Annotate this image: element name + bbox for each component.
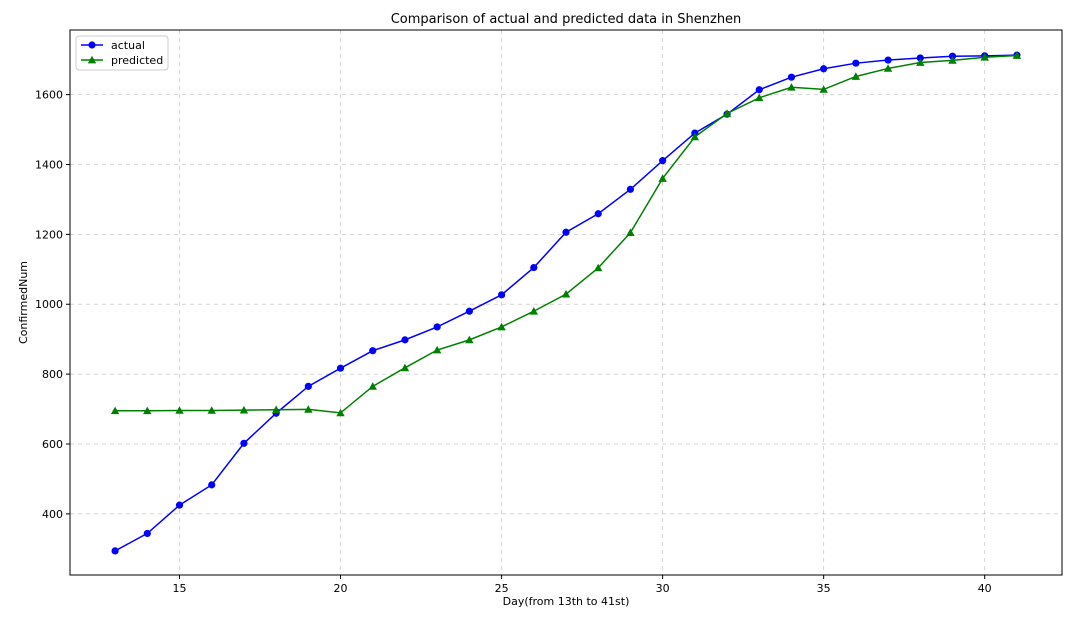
y-tick-label: 1000: [35, 298, 63, 311]
legend-item-predicted: predicted: [81, 54, 163, 67]
data-point-actual: [111, 547, 119, 555]
data-point-predicted: [432, 345, 442, 354]
data-point-actual: [594, 210, 602, 218]
data-point-actual: [401, 336, 409, 344]
data-point-predicted: [336, 408, 345, 417]
data-point-predicted: [207, 406, 216, 414]
data-point-predicted: [658, 174, 667, 182]
x-axis-label: Day(from 13th to 41st): [503, 595, 630, 608]
y-tick-label: 1600: [35, 89, 63, 102]
data-point-actual: [787, 73, 796, 81]
ticks: 15 20 25 30 35 40 400 600 800 1000 1200 1400 1600: [35, 89, 992, 595]
y-tick-label: 800: [42, 368, 63, 381]
y-tick-label: 400: [42, 508, 63, 521]
data-point-predicted: [980, 53, 989, 61]
data-point-predicted: [916, 58, 925, 66]
data-point-predicted: [110, 406, 120, 415]
series-predicted: [110, 51, 1022, 417]
x-tick-label: 40: [978, 582, 992, 595]
data-point-predicted: [819, 85, 828, 93]
data-point-predicted: [143, 406, 152, 415]
data-point-actual: [884, 56, 892, 64]
data-point-predicted: [400, 363, 410, 372]
data-point-predicted: [626, 228, 635, 236]
data-point-predicted: [594, 263, 603, 272]
y-tick-label: 1400: [35, 159, 63, 172]
data-point-actual: [530, 263, 538, 272]
data-point-predicted: [722, 109, 732, 117]
x-tick-label: 30: [656, 582, 670, 595]
data-point-actual: [755, 86, 763, 94]
data-point-actual: [208, 481, 216, 489]
data-point-predicted: [690, 132, 700, 141]
data-point-actual: [143, 529, 151, 538]
data-point-predicted: [529, 307, 538, 315]
data-point-actual: [240, 439, 248, 447]
x-tick-label: 15: [173, 582, 187, 595]
data-point-predicted: [497, 322, 506, 331]
data-point-predicted: [1012, 51, 1022, 59]
data-point-predicted: [175, 406, 184, 414]
data-point-predicted: [755, 93, 764, 102]
y-tick-label: 600: [42, 438, 63, 451]
data-point-predicted: [948, 56, 957, 64]
legend-label: predicted: [111, 54, 163, 67]
data-point-predicted: [368, 382, 377, 390]
data-point-predicted: [851, 72, 861, 80]
series-layer: [110, 51, 1022, 555]
x-tick-label: 20: [334, 582, 348, 595]
y-axis-label: ConfirmedNum: [17, 261, 30, 344]
legend-label: actual: [111, 39, 145, 52]
data-point-actual: [369, 347, 377, 355]
legend-marker: [88, 41, 96, 49]
data-point-actual: [175, 501, 184, 509]
data-point-actual: [304, 382, 312, 390]
x-tick-label: 25: [495, 582, 509, 595]
data-point-actual: [916, 54, 924, 62]
data-point-predicted: [271, 405, 281, 414]
legend-marker: [87, 55, 97, 64]
data-point-actual: [659, 157, 667, 165]
x-tick-label: 35: [817, 582, 831, 595]
data-point-predicted: [465, 335, 474, 344]
data-point-actual: [497, 291, 506, 299]
legend-item-actual: actual: [81, 39, 145, 52]
data-point-actual: [626, 185, 635, 193]
data-point-predicted: [561, 289, 571, 298]
data-point-actual: [852, 59, 860, 67]
data-point-actual: [433, 323, 441, 331]
series-actual: [111, 51, 1021, 555]
data-point-actual: [336, 364, 345, 372]
chart-title: Comparison of actual and predicted data …: [391, 12, 742, 27]
grid: [70, 30, 1062, 575]
legend: actual predicted: [75, 35, 169, 71]
plot-frame: [69, 29, 1063, 576]
data-point-actual: [465, 307, 473, 315]
data-point-predicted: [883, 64, 893, 72]
data-point-actual: [562, 228, 570, 236]
data-point-predicted: [787, 83, 796, 91]
data-point-predicted: [304, 405, 313, 413]
series-line-actual: [114, 54, 1017, 552]
data-point-predicted: [239, 405, 249, 414]
data-point-actual: [820, 65, 828, 73]
y-tick-label: 1200: [35, 228, 63, 241]
